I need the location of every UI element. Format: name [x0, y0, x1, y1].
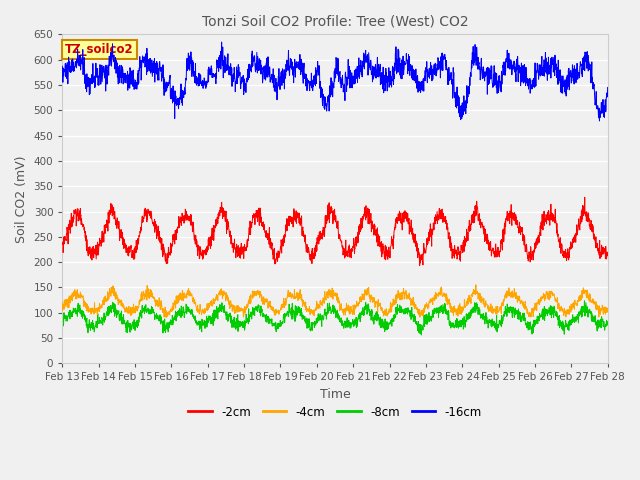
Title: Tonzi Soil CO2 Profile: Tree (West) CO2: Tonzi Soil CO2 Profile: Tree (West) CO2: [202, 15, 468, 29]
Y-axis label: Soil CO2 (mV): Soil CO2 (mV): [15, 155, 28, 242]
Legend: -2cm, -4cm, -8cm, -16cm: -2cm, -4cm, -8cm, -16cm: [183, 401, 486, 423]
X-axis label: Time: Time: [319, 388, 350, 401]
Text: TZ_soilco2: TZ_soilco2: [65, 43, 134, 56]
